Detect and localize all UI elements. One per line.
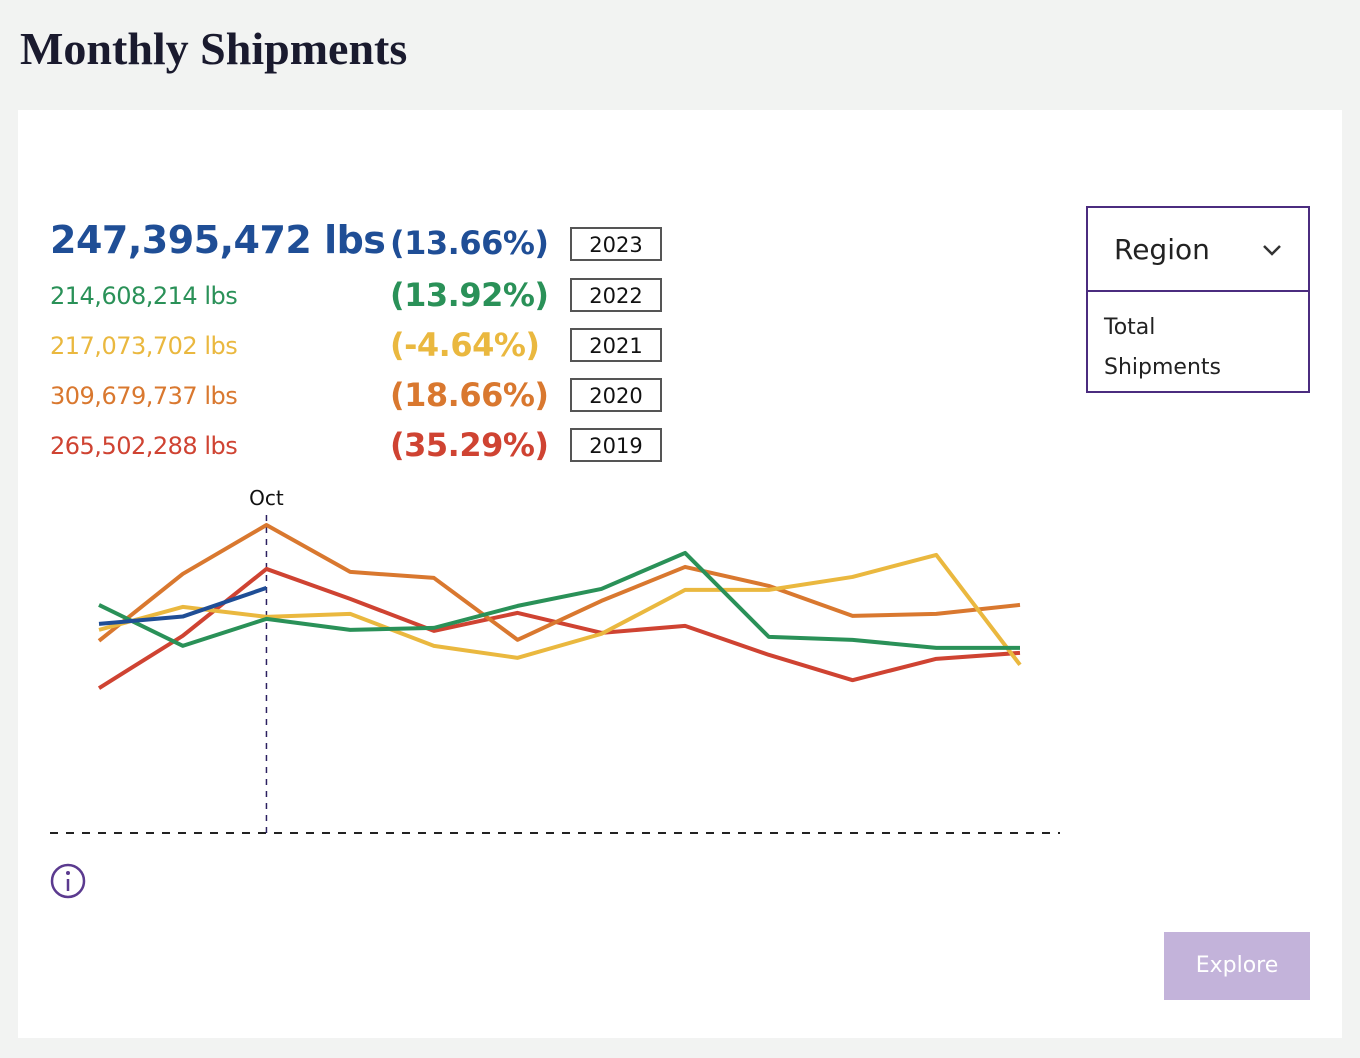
region-dropdown[interactable]: Region Total Shipments	[1086, 206, 1310, 393]
chevron	[1263, 245, 1281, 256]
year-toggle[interactable]: 2020	[570, 378, 662, 412]
series-change: (13.92%)	[390, 276, 549, 314]
dropdown-option[interactable]: Total Shipments	[1104, 315, 1221, 380]
year-toggle[interactable]: 2023	[570, 227, 662, 261]
year-toggle[interactable]: 2019	[570, 428, 662, 462]
dropdown-head[interactable]: Region	[1088, 208, 1308, 292]
year-toggle[interactable]: 2021	[570, 328, 662, 362]
series-line	[98, 550, 1020, 650]
series-total: 309,679,737 lbs	[50, 382, 238, 410]
x-tick-label: Oct	[249, 486, 284, 510]
series-change: (-4.64%)	[390, 326, 540, 364]
dropdown-label: Region	[1114, 232, 1210, 266]
series-line	[97, 522, 1021, 643]
info-icon[interactable]	[50, 863, 86, 899]
series-line	[98, 552, 1022, 667]
card	[18, 110, 1342, 1038]
series-change: (13.66%)	[390, 224, 549, 262]
series-line	[98, 586, 268, 626]
explore-button[interactable]: Explore	[1164, 932, 1310, 1000]
series-total: 247,395,472 lbs	[50, 218, 386, 262]
page-title: Monthly Shipments	[20, 23, 408, 74]
series-total: 214,608,214 lbs	[50, 282, 238, 310]
year-toggle[interactable]: 2022	[570, 278, 662, 312]
series-total: 265,502,288 lbs	[50, 432, 238, 460]
series-total: 217,073,702 lbs	[50, 332, 238, 360]
series-line	[97, 566, 1021, 690]
info-dot	[66, 871, 70, 875]
series-change: (35.29%)	[390, 426, 549, 464]
series-change: (18.66%)	[390, 376, 549, 414]
